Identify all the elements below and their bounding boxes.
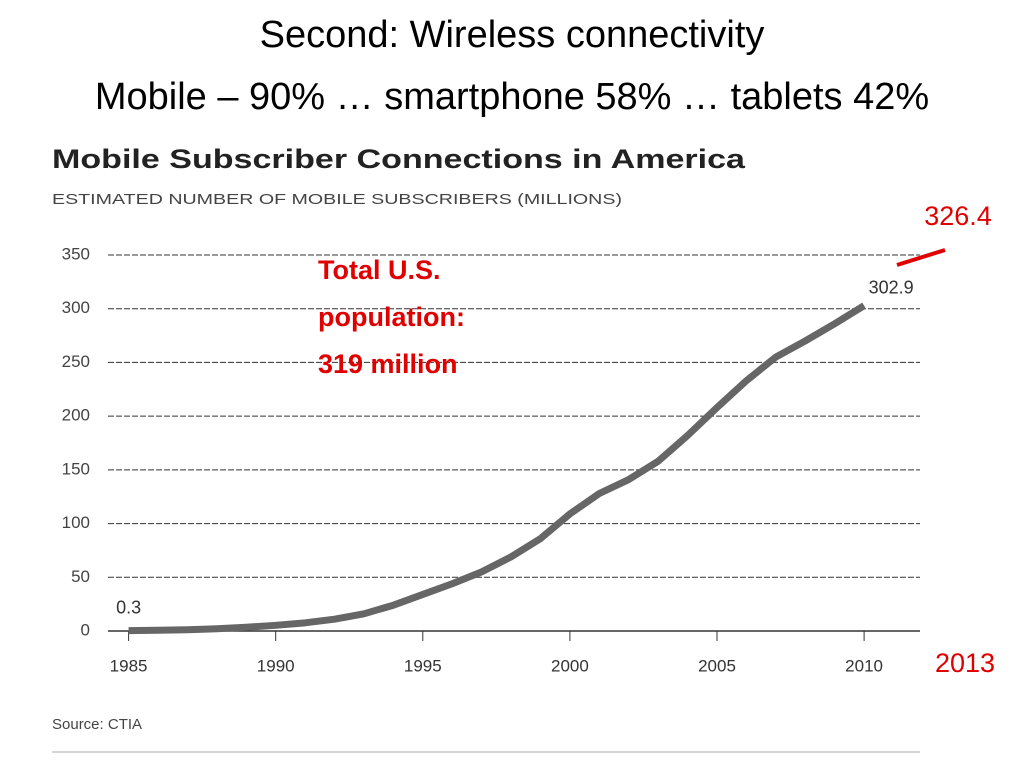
annotation: 319 million (318, 349, 458, 379)
projection-stroke (896, 248, 946, 267)
x-tick-label: 2005 (698, 656, 736, 675)
y-tick-label: 300 (62, 298, 90, 317)
annotation: population: (318, 302, 465, 332)
x-tick-label: 1995 (404, 656, 442, 675)
slide-subtitle: Mobile – 90% … smartphone 58% … tablets … (95, 76, 929, 118)
value-label: 302.9 (869, 277, 914, 297)
projection-value: 326.4 (924, 201, 992, 231)
x-tick-label: 1985 (110, 656, 148, 675)
y-tick-label: 250 (62, 352, 90, 371)
source: Source: CTIA (52, 716, 142, 733)
y-tick-label: 50 (71, 567, 90, 586)
x-tick-label: 1990 (257, 656, 295, 675)
projection-year: 2013 (935, 648, 995, 678)
x-tick-label: 2010 (845, 656, 883, 675)
chart-subtitle: ESTIMATED NUMBER OF MOBILE SUBSCRIBERS (… (52, 191, 622, 208)
chart-title: Mobile Subscriber Connections in America (52, 144, 746, 174)
value-label: 0.3 (116, 597, 141, 617)
y-tick-label: 0 (81, 620, 90, 639)
slide-title: Second: Wireless connectivity (260, 14, 765, 56)
y-tick-label: 150 (62, 459, 90, 478)
x-tick-label: 2000 (551, 656, 589, 675)
y-tick-label: 350 (62, 244, 90, 263)
annotation: Total U.S. (318, 255, 441, 285)
y-tick-label: 200 (62, 406, 90, 425)
line (128, 302, 866, 635)
y-tick-label: 100 (62, 513, 90, 532)
